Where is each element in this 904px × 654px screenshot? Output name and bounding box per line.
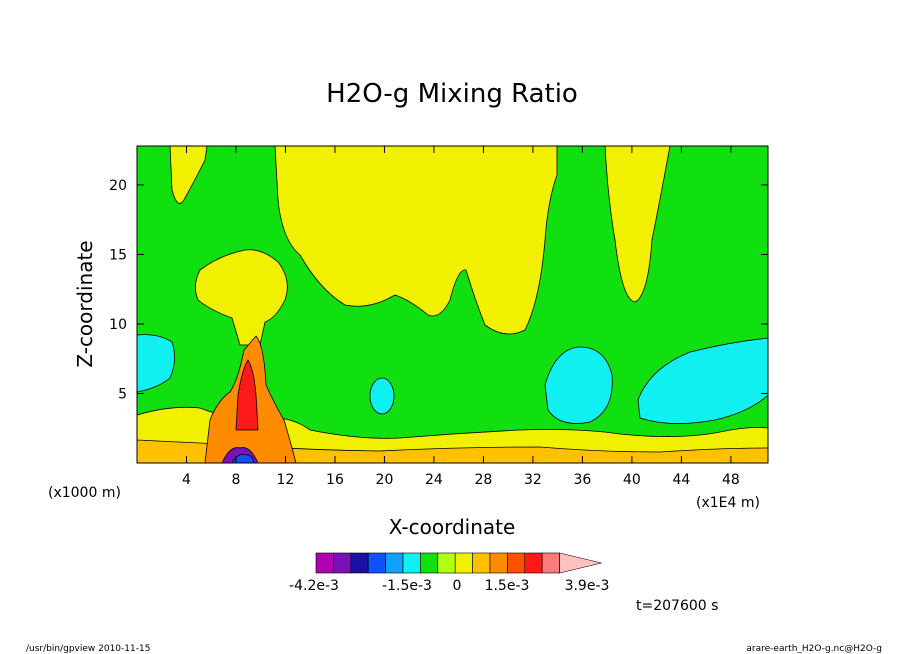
y-axis-label: Z-coordinate [73,240,97,367]
x-tick-label: 36 [573,472,591,488]
x-tick-label: 32 [524,472,542,488]
x-unit-left: (x1000 m) [48,485,121,501]
colorbar-swatch [333,552,352,574]
colorbar-label: 3.9e-3 [565,578,610,594]
colorbar-swatch [420,552,439,574]
colorbar-swatch [472,552,491,574]
cyan-region [637,337,768,424]
cyan-region [369,377,395,415]
colorbar-swatch [454,552,473,574]
time-label: t=207600 s [636,598,718,614]
x-tick-label: 28 [475,472,493,488]
yellow-upper-region [274,146,558,335]
chart-title: H2O-g Mixing Ratio [326,79,578,109]
yellow-upper-region [169,146,208,204]
colorbar-swatch [385,552,404,574]
y-tick-label: 5 [118,386,127,402]
y-tick-label: 10 [109,317,127,333]
plume-core [235,359,259,431]
cyan-region [544,346,613,424]
x-tick-label: 12 [277,472,295,488]
colorbar-swatch [524,552,543,574]
colorbar [315,552,602,574]
colorbar-swatch [437,552,456,574]
x-tick-label: 40 [623,472,641,488]
y-tick-label: 15 [109,247,127,263]
x-axis-label: X-coordinate [389,515,516,539]
footer-right: arare-earth_H2O-g.nc@H2O-g [746,644,882,654]
yellow-anvil-region [195,249,288,346]
colorbar-swatch [367,552,386,574]
x-tick-label: 4 [182,472,191,488]
colorbar-swatch [559,552,602,574]
colorbar-swatch [402,552,421,574]
x-tick-label: 48 [722,472,740,488]
plot-frame [136,145,769,464]
x-axis: 4 8 12 16 20 24 28 32 36 40 44 48 [182,146,740,488]
y-axis: 5 10 15 20 [109,178,768,402]
footer-left: /usr/bin/gpview 2010-11-15 [26,644,150,654]
x-tick-label: 44 [672,472,690,488]
cyan-region [137,334,175,393]
colorbar-swatch [507,552,526,574]
yellow-upper-region [604,146,671,303]
colorbar-labels: -4.2e-3 -1.5e-3 0 1.5e-3 3.9e-3 [289,578,609,594]
colorbar-swatch [489,552,508,574]
y-tick-label: 20 [109,178,127,194]
x-tick-label: 16 [326,472,344,488]
x-tick-label: 20 [376,472,394,488]
x-tick-label: 8 [232,472,241,488]
colorbar-swatch [541,552,560,574]
x-unit-right: (x1E4 m) [696,495,760,511]
colorbar-label: -4.2e-3 [289,578,339,594]
colorbar-swatch [315,552,334,574]
colorbar-label: -1.5e-3 [382,578,432,594]
colorbar-label: 0 [453,578,462,594]
x-tick-label: 24 [425,472,443,488]
contour-field [137,146,768,463]
colorbar-label: 1.5e-3 [485,578,530,594]
colorbar-swatch [350,552,369,574]
